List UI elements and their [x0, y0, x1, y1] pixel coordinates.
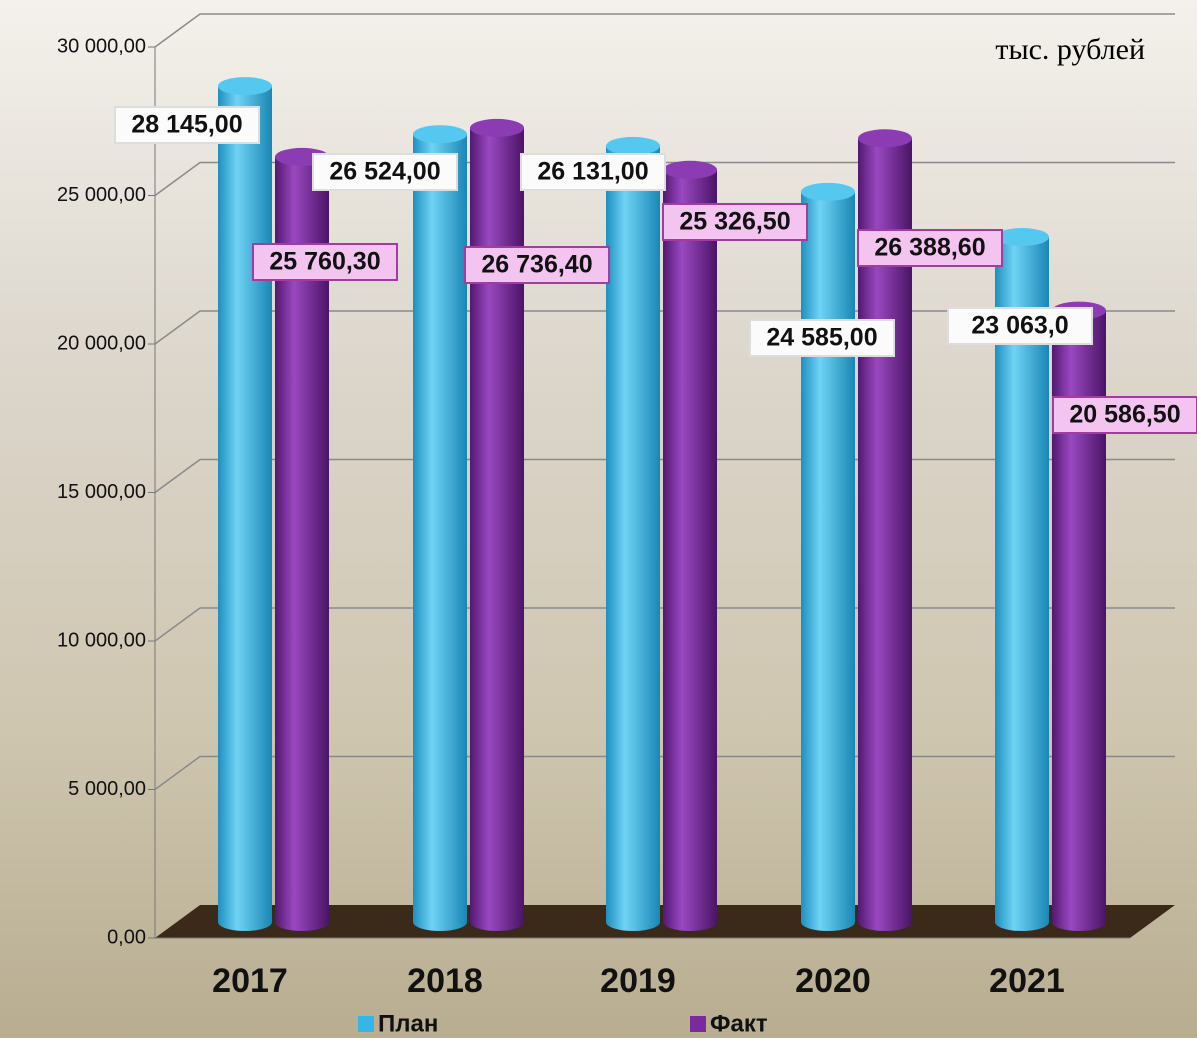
page: {"chart_data": {"type": "cylinder-bar", …: [0, 0, 1197, 1038]
y-tick-label: 25 000,00: [57, 184, 146, 206]
bar-top: [218, 77, 272, 95]
bar: [1052, 302, 1106, 931]
legend-swatch: [358, 1016, 374, 1032]
value-label: 26 524,00: [329, 158, 440, 186]
value-label: 26 736,40: [481, 251, 592, 279]
legend-label: План: [378, 1010, 438, 1037]
y-tick-label: 5 000,00: [68, 778, 146, 800]
bar: [218, 77, 272, 931]
bar-top: [858, 129, 912, 147]
x-tick-label: 2019: [600, 962, 676, 1000]
y-tick-label: 15 000,00: [57, 481, 146, 503]
bar-body: [413, 134, 467, 931]
bar: [801, 183, 855, 931]
bar-body: [606, 146, 660, 931]
value-label: 23 063,0: [971, 312, 1068, 340]
bar-top: [470, 119, 524, 137]
y-tick-label: 10 000,00: [57, 629, 146, 651]
legend-swatch: [690, 1016, 706, 1032]
bar-top: [606, 137, 660, 155]
bar: [413, 125, 467, 931]
bar: [663, 161, 717, 931]
value-label: 20 586,50: [1069, 401, 1180, 429]
y-tick-label: 20 000,00: [57, 332, 146, 354]
x-tick-label: 2021: [989, 962, 1065, 1000]
bar: [470, 119, 524, 931]
bar-top: [413, 125, 467, 143]
value-label: 24 585,00: [766, 324, 877, 352]
bar: [606, 137, 660, 931]
x-tick-label: 2020: [795, 962, 871, 1000]
value-label: 28 145,00: [131, 111, 242, 139]
bar-body: [801, 192, 855, 931]
bar-body: [663, 170, 717, 931]
value-label: 25 326,50: [679, 208, 790, 236]
value-label: 26 388,60: [874, 234, 985, 262]
unit-annotation: тыс. рублей: [995, 33, 1145, 66]
value-label: 26 131,00: [537, 158, 648, 186]
legend-label: Факт: [710, 1010, 768, 1037]
bar-top: [663, 161, 717, 179]
value-label: 25 760,30: [269, 248, 380, 276]
x-tick-label: 2018: [407, 962, 483, 1000]
bar-top: [995, 228, 1049, 246]
bar-body: [218, 86, 272, 931]
y-tick-label: 30 000,00: [57, 35, 146, 57]
x-tick-label: 2017: [212, 962, 288, 1000]
y-tick-label: 0,00: [107, 926, 146, 948]
chart: тыс. рублей 0,00 5 000,00 10 000,00 15 000,…: [0, 0, 1197, 1038]
bar-top: [801, 183, 855, 201]
